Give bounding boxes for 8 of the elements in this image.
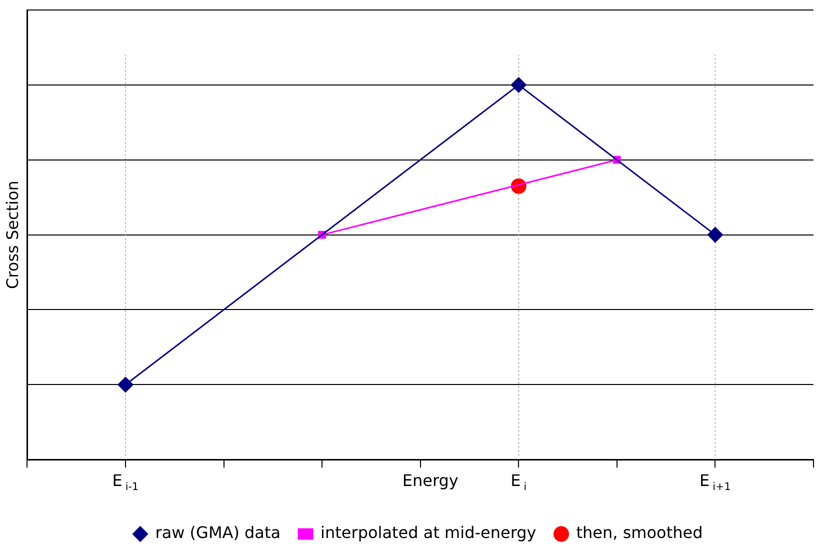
x-axis-title: Energy: [402, 470, 458, 490]
point: [707, 227, 723, 243]
legend-label: then, smoothed: [576, 523, 703, 542]
y-axis-title: Cross Section: [2, 180, 22, 289]
legend-label: interpolated at mid-energy: [320, 523, 536, 542]
point: [510, 77, 526, 93]
legend-label: raw (GMA) data: [155, 523, 281, 542]
point: [118, 376, 134, 392]
